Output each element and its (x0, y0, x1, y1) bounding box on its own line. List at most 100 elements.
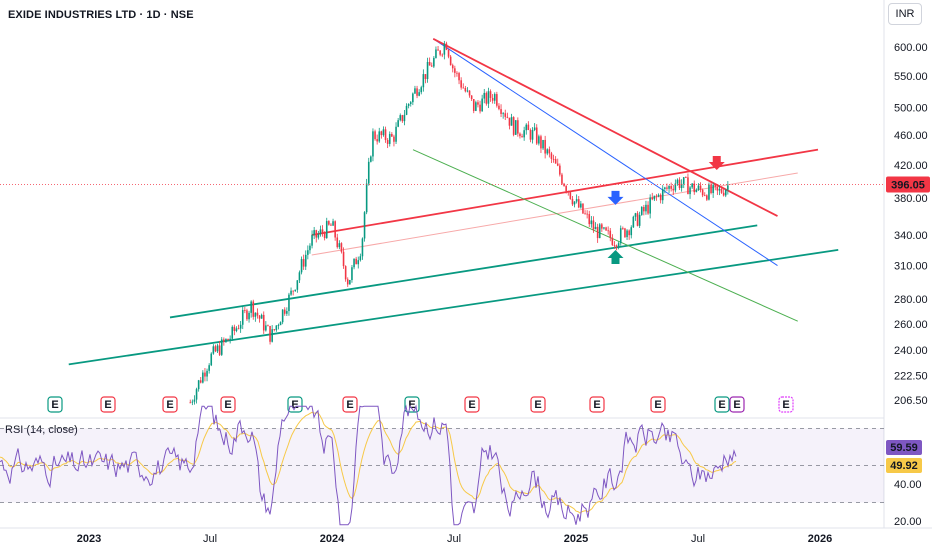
candle (456, 71, 458, 77)
svg-text:E: E (733, 399, 740, 411)
candle (393, 134, 395, 147)
candle (309, 243, 311, 254)
trendlines (68, 38, 839, 366)
earnings-marker[interactable]: E (162, 396, 178, 413)
time-axis: 2023 Jul 2024 Jul 2025 Jul 2026 (77, 533, 832, 545)
candle (208, 363, 210, 374)
candle (718, 185, 721, 196)
candle (514, 120, 517, 135)
earnings-marker[interactable]: E (100, 396, 116, 413)
candle (661, 185, 664, 204)
candle (269, 325, 271, 345)
candle (265, 321, 267, 332)
arrow-down-marker[interactable] (607, 190, 624, 205)
candle (594, 222, 597, 230)
candle (202, 370, 204, 384)
trendline-5[interactable] (432, 38, 778, 266)
candle (693, 180, 696, 195)
candle (468, 90, 471, 98)
candle (710, 181, 712, 195)
candle (382, 126, 385, 137)
candle (556, 158, 559, 167)
candle (403, 110, 406, 126)
candle (701, 188, 704, 198)
candle (523, 126, 525, 141)
candle (435, 46, 437, 59)
candle (630, 225, 633, 239)
trendline-2[interactable] (311, 172, 798, 256)
trendline-4[interactable] (68, 249, 839, 366)
price-tick-label: 222.50 (894, 370, 928, 382)
candle (550, 151, 553, 163)
candle (248, 310, 250, 323)
candle (346, 277, 349, 287)
earnings-marker[interactable]: E (220, 396, 236, 413)
arrow-up-marker[interactable] (607, 250, 624, 265)
candle (216, 343, 219, 354)
candle (472, 99, 475, 114)
candle (609, 227, 612, 242)
candle (632, 215, 635, 228)
candle (680, 179, 683, 192)
trendline-3[interactable] (169, 224, 758, 319)
earnings-marker[interactable]: E (287, 396, 303, 413)
earnings-marker[interactable]: E (650, 396, 666, 413)
candle (281, 309, 284, 325)
candle (590, 216, 593, 228)
candle (307, 245, 309, 260)
candle (659, 193, 662, 204)
candle (342, 247, 345, 269)
earnings-marker[interactable]: E (729, 396, 745, 413)
candle (619, 225, 622, 246)
svg-text:E: E (166, 399, 173, 411)
candle (615, 244, 618, 251)
candle (668, 185, 670, 193)
trendline-6[interactable] (432, 38, 778, 217)
candle (477, 100, 479, 108)
candle (510, 113, 513, 126)
candle (344, 265, 347, 282)
earnings-marker[interactable]: E (47, 396, 63, 413)
price-tick-label: 206.50 (894, 395, 928, 407)
candle (300, 256, 303, 275)
svg-text:49.92: 49.92 (890, 460, 918, 472)
candle (254, 312, 257, 322)
earnings-marker[interactable]: E (589, 396, 605, 413)
rsi-pane-label: RSI (14, close) (5, 424, 78, 436)
earnings-marker[interactable]: E (342, 396, 358, 413)
earnings-marker[interactable]: E (778, 396, 794, 413)
candle (220, 337, 223, 357)
currency-button[interactable]: INR (888, 3, 922, 25)
candle (653, 195, 656, 202)
trendline-7[interactable] (412, 149, 798, 322)
candle (395, 122, 397, 144)
candle (237, 324, 240, 330)
candle (685, 176, 687, 178)
candle (655, 194, 658, 201)
candle (529, 128, 532, 143)
earnings-marker[interactable]: E (714, 396, 730, 413)
candle (430, 62, 433, 67)
earnings-marker[interactable]: E (530, 396, 546, 413)
candle (298, 270, 301, 283)
candle (225, 338, 227, 343)
price-tick-label: 260.00 (894, 319, 928, 331)
candle (517, 117, 519, 137)
candle (544, 135, 546, 159)
earnings-marker[interactable]: E (464, 396, 480, 413)
candle (626, 229, 628, 241)
candle (496, 91, 498, 108)
candle (336, 233, 339, 249)
arrow-down-marker[interactable] (708, 156, 725, 171)
candle (687, 173, 689, 195)
svg-text:E: E (718, 399, 725, 411)
candle (193, 395, 196, 405)
candle (199, 376, 202, 384)
candle (651, 192, 654, 201)
candle (262, 311, 265, 334)
candle (241, 305, 244, 330)
svg-text:E: E (654, 399, 661, 411)
candle (223, 337, 225, 346)
trendline-1[interactable] (311, 148, 819, 236)
